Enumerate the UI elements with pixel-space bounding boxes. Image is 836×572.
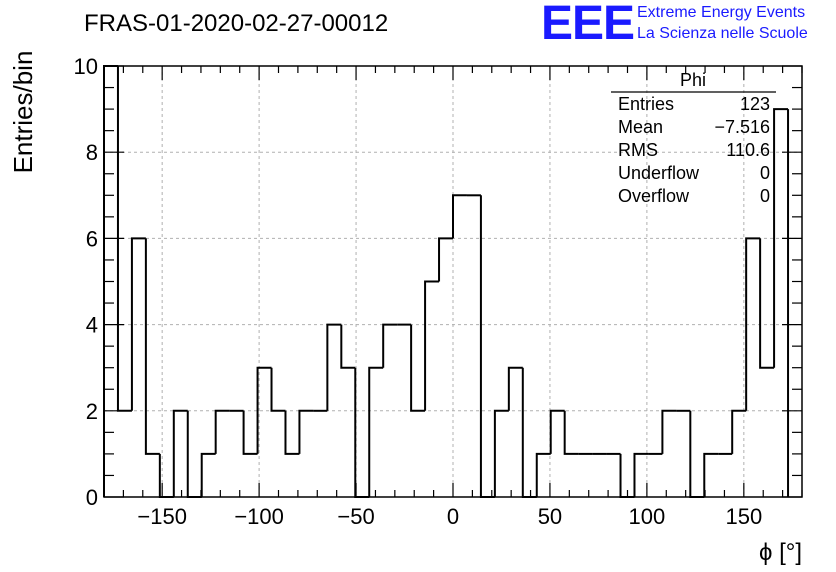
- histogram-bin-47: [759, 238, 775, 369]
- histogram-bin-5: [172, 409, 188, 497]
- y-tick-label: 10: [74, 54, 98, 79]
- y-axis-label: Entries/bin: [8, 51, 38, 174]
- y-tick-label: 6: [86, 226, 98, 251]
- x-tick-label: −150: [137, 504, 187, 529]
- histogram-bin-17: [340, 324, 356, 369]
- histogram-series: [103, 65, 790, 498]
- histogram-bin-46: [745, 237, 761, 411]
- histogram-bin-22: [410, 324, 426, 412]
- stats-box: Phi Entries 123 Mean −7.516 RMS 110.6 Un…: [611, 70, 776, 206]
- histogram-bin-42: [689, 410, 705, 498]
- chart-title: FRAS-01-2020-02-27-00012: [84, 10, 389, 37]
- y-tick-label: 0: [86, 485, 98, 510]
- histogram-bin-40: [661, 409, 677, 454]
- stats-value-entries: 123: [740, 94, 770, 114]
- stats-title: Phi: [680, 70, 706, 90]
- histogram-bin-8: [214, 409, 230, 454]
- histogram-bin-2: [130, 237, 146, 411]
- grid: [104, 66, 802, 497]
- eee-logo: EEE: [541, 0, 635, 50]
- stats-label-rms: RMS: [618, 140, 658, 160]
- y-tick-label: 2: [86, 399, 98, 424]
- stats-value-mean: −7.516: [714, 117, 770, 137]
- histogram-bin-6: [186, 410, 202, 498]
- axis-ticks: [103, 65, 803, 498]
- histogram-bin-11: [256, 366, 272, 454]
- stats-label-underflow: Underflow: [618, 163, 700, 183]
- stats-value-overflow: 0: [760, 186, 770, 206]
- histogram-bin-25: [452, 194, 467, 239]
- x-tick-label: 150: [725, 504, 762, 529]
- stats-value-underflow: 0: [760, 163, 770, 183]
- histogram-bin-23: [424, 280, 440, 411]
- histogram-bin-14: [298, 409, 314, 454]
- histogram-bin-24: [438, 237, 453, 282]
- x-tick-label: −50: [337, 504, 374, 529]
- x-tick-label: 50: [538, 504, 562, 529]
- histogram-bin-29: [507, 366, 523, 411]
- histogram-bin-43: [703, 452, 719, 497]
- histogram-bin-48: [773, 108, 789, 368]
- histogram-bin-20: [382, 323, 398, 368]
- x-tick-label: 100: [629, 504, 666, 529]
- x-axis-label: ϕ [°]: [759, 539, 802, 566]
- histogram-bin-12: [270, 367, 286, 412]
- histogram-bin-30: [521, 367, 537, 498]
- histogram-bin-33: [563, 410, 579, 455]
- x-tick-label: 0: [447, 504, 459, 529]
- histogram-bin-13: [284, 410, 300, 455]
- y-tick-label: 8: [86, 140, 98, 165]
- histogram-bin-38: [633, 452, 649, 497]
- histogram-bin-31: [535, 452, 551, 497]
- histogram-bin-28: [493, 409, 509, 497]
- y-tick-label: 4: [86, 313, 98, 338]
- histogram-bin-18: [354, 367, 370, 498]
- stats-label-mean: Mean: [618, 117, 663, 137]
- histogram-bin-7: [200, 452, 216, 497]
- stats-label-overflow: Overflow: [618, 186, 690, 206]
- tick-labels: −150 −100 −50 0 50 100 150 0 2 4 6 8 10: [74, 54, 763, 529]
- x-tick-label: −100: [234, 504, 284, 529]
- histogram-bin-27: [479, 195, 495, 498]
- brand-line-1: Extreme Energy Events: [637, 4, 806, 21]
- histogram-bin-10: [242, 410, 258, 455]
- stats-value-rms: 110.6: [726, 140, 770, 160]
- histogram-bin-19: [368, 366, 384, 497]
- histogram-bin-16: [326, 323, 342, 411]
- stats-label-entries: Entries: [618, 94, 674, 114]
- brand-line-2: La Scienza nelle Scuole: [637, 25, 808, 42]
- histogram-bin-45: [731, 409, 747, 454]
- histogram-bin-32: [549, 409, 565, 454]
- histogram-bin-3: [144, 238, 160, 455]
